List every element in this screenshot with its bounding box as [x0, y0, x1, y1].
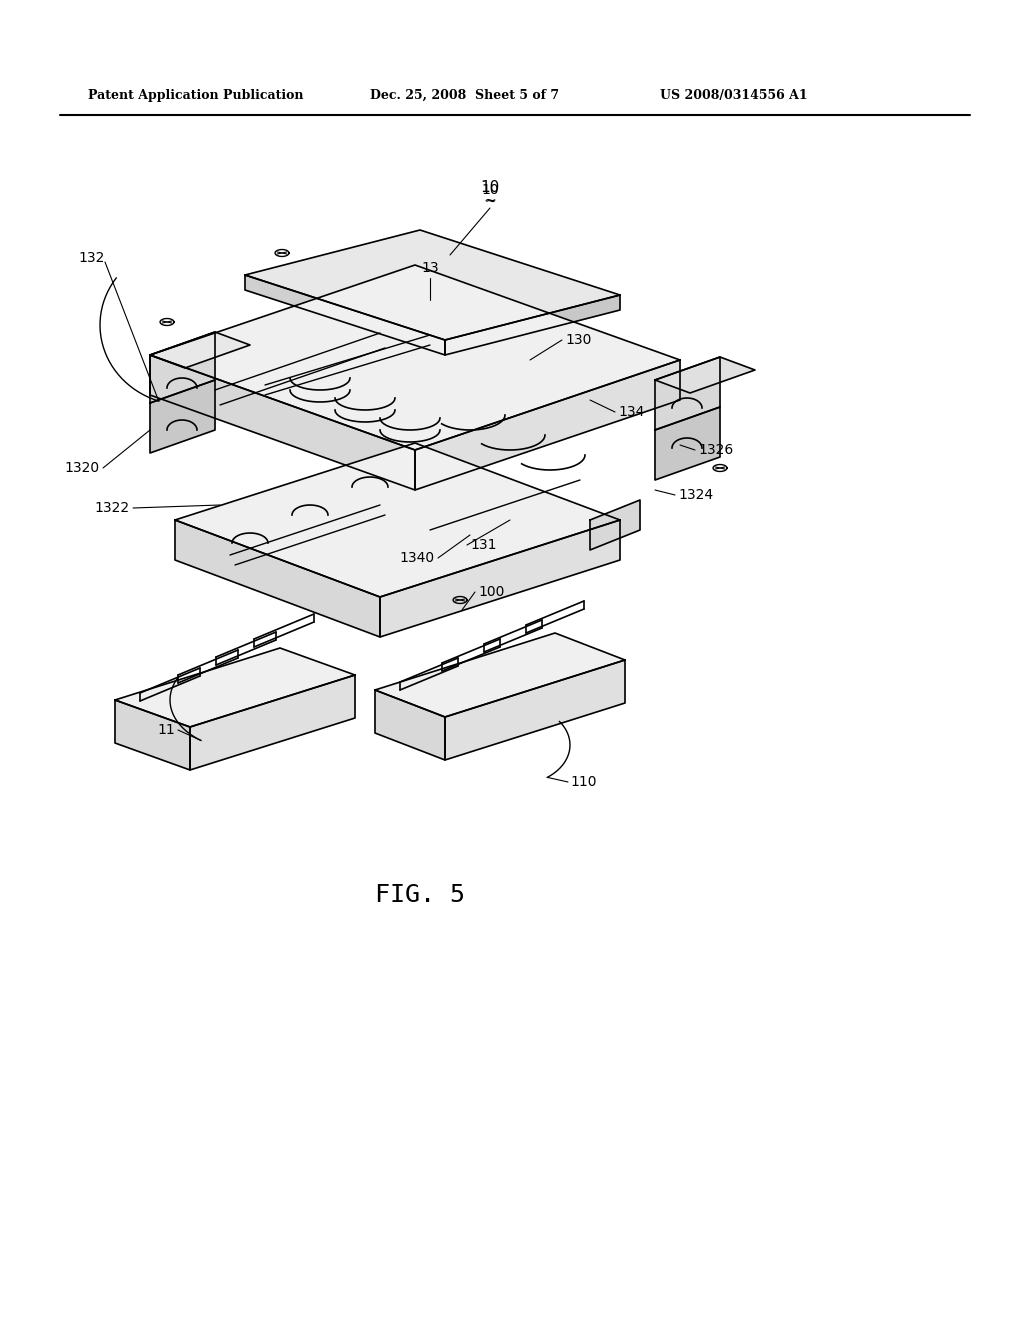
Text: 132: 132 [79, 251, 105, 265]
Polygon shape [415, 360, 680, 490]
Polygon shape [150, 380, 215, 453]
Text: 130: 130 [565, 333, 592, 347]
Polygon shape [115, 700, 190, 770]
Polygon shape [445, 660, 625, 760]
Polygon shape [150, 265, 680, 450]
Polygon shape [655, 356, 720, 430]
Text: 131: 131 [470, 539, 497, 552]
Polygon shape [245, 275, 445, 355]
Polygon shape [375, 690, 445, 760]
Polygon shape [245, 230, 620, 341]
Polygon shape [190, 675, 355, 770]
Text: ~: ~ [483, 193, 497, 207]
Text: Dec. 25, 2008  Sheet 5 of 7: Dec. 25, 2008 Sheet 5 of 7 [370, 88, 559, 102]
Text: 11: 11 [158, 723, 175, 737]
Text: 1324: 1324 [678, 488, 713, 502]
Text: 13: 13 [421, 261, 439, 275]
Polygon shape [380, 520, 620, 638]
Polygon shape [375, 634, 625, 717]
Text: FIG. 5: FIG. 5 [375, 883, 465, 907]
Text: 134: 134 [618, 405, 644, 418]
Polygon shape [590, 500, 640, 550]
Polygon shape [115, 648, 355, 727]
Text: ~: ~ [484, 195, 496, 209]
Polygon shape [445, 294, 620, 355]
Text: 1322: 1322 [95, 502, 130, 515]
Text: 1340: 1340 [400, 550, 435, 565]
Polygon shape [175, 520, 380, 638]
Text: 1320: 1320 [65, 461, 100, 475]
Polygon shape [655, 407, 720, 480]
Polygon shape [150, 355, 415, 490]
Polygon shape [150, 333, 250, 368]
Text: Patent Application Publication: Patent Application Publication [88, 88, 303, 102]
Text: 10: 10 [480, 181, 500, 195]
Polygon shape [150, 333, 215, 403]
Text: 100: 100 [478, 585, 505, 599]
Polygon shape [175, 444, 620, 597]
Text: 1326: 1326 [698, 444, 733, 457]
Text: 10: 10 [481, 183, 499, 197]
Polygon shape [655, 356, 755, 393]
Text: US 2008/0314556 A1: US 2008/0314556 A1 [660, 88, 808, 102]
Text: 110: 110 [570, 775, 597, 789]
